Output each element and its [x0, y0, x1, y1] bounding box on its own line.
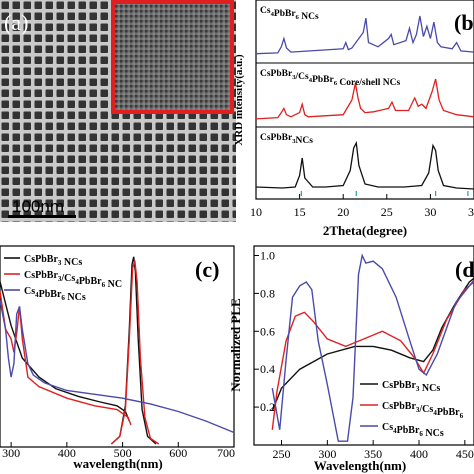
panel-a: (a) 100nm	[0, 0, 236, 222]
c-xtick-label: 300	[2, 446, 20, 460]
axis-xlabel-b: 2Theta(degree)	[323, 223, 407, 238]
axis-xlabel-d: Wavelength(nm)	[314, 458, 406, 473]
panel-c: (c) wavelength(nm) 300 400 500 600 700 CsPbB…	[0, 245, 235, 471]
panel-d: (d) Normalized PLE Wavelength(nm) 250 300…	[228, 245, 474, 473]
d-ytick-label: 0.2	[260, 400, 275, 414]
panel-c-frame	[0, 245, 235, 448]
d-legend-label: CsPbBr3/Cs4PbBr6	[382, 401, 464, 420]
c-xtick-label: 500	[114, 446, 132, 460]
panel-label-b: (b)	[454, 10, 474, 35]
panel-label-d: (d)	[455, 257, 474, 282]
axis-xlabel-c: wavelength(nm)	[73, 456, 163, 471]
c-xtick-label: 400	[58, 446, 76, 460]
panel-b: (b) XRD intensity(a.u.) 2Theta(degree) 1…	[233, 0, 474, 238]
axis-ylabel-d: Normalized PLE	[228, 298, 243, 392]
scale-bar-label: 100nm	[12, 197, 64, 216]
c-xtick-label: 700	[217, 446, 235, 460]
d-xtick-label: 450	[456, 447, 474, 461]
d-series-line	[271, 253, 474, 442]
b-series-label: CsPbBr3NCs	[260, 133, 313, 146]
scale-bar	[8, 215, 76, 218]
b-xtick-label: 30	[424, 205, 436, 219]
d-xtick-label: 250	[273, 447, 291, 461]
d-legend-label: CsPbBr3 NCs	[382, 380, 440, 394]
b-xtick-label: 25	[381, 205, 393, 219]
c-legend-label: CsPbBr3/Cs4PbBr6 NC	[24, 270, 122, 290]
c-series-line	[0, 291, 132, 426]
d-xtick-label: 400	[410, 447, 428, 461]
c-xtick-label: 600	[169, 446, 187, 460]
b-series-label: Cs4PbBr6 NCs	[260, 6, 319, 22]
c-legend-label: CsPbBr3 NCs	[24, 254, 82, 268]
hrtem-inset	[111, 0, 234, 114]
d-series-line	[271, 281, 474, 430]
c-series-line	[110, 260, 160, 445]
b-series-line	[255, 140, 474, 190]
b-series-line	[255, 78, 474, 120]
panel-label-c: (c)	[195, 257, 219, 282]
panel-d-frame	[253, 245, 474, 446]
panel-b-frame	[255, 0, 474, 200]
c-series-line	[0, 281, 130, 422]
d-xtick-label: 350	[364, 447, 382, 461]
d-ytick-label: 0.6	[260, 324, 275, 338]
d-ytick-label: 0.4	[260, 362, 275, 376]
b-series-line	[255, 15, 474, 55]
c-series-line	[0, 300, 235, 434]
d-ytick-label: 1.0	[260, 248, 275, 262]
c-legend-label: Cs4PbBr6 NCs	[24, 286, 86, 303]
b-xtick-label: 15	[294, 205, 306, 219]
b-xtick-label: 10	[250, 205, 262, 219]
b-xtick-label: 20	[337, 205, 349, 219]
panel-label-a: (a)	[4, 10, 28, 35]
d-ytick-label: 0.8	[260, 286, 275, 300]
d-xtick-label: 300	[318, 447, 336, 461]
axis-ylabel-b: XRD intensity(a.u.)	[233, 54, 245, 146]
d-series-line	[271, 277, 474, 412]
d-legend-label: Cs4PbBr6 NCs	[382, 422, 444, 439]
b-xtick-label: 35	[468, 205, 474, 219]
b-series-label: CsPbBr3/Cs4PbBr6 Core/shell NCs	[260, 69, 400, 88]
